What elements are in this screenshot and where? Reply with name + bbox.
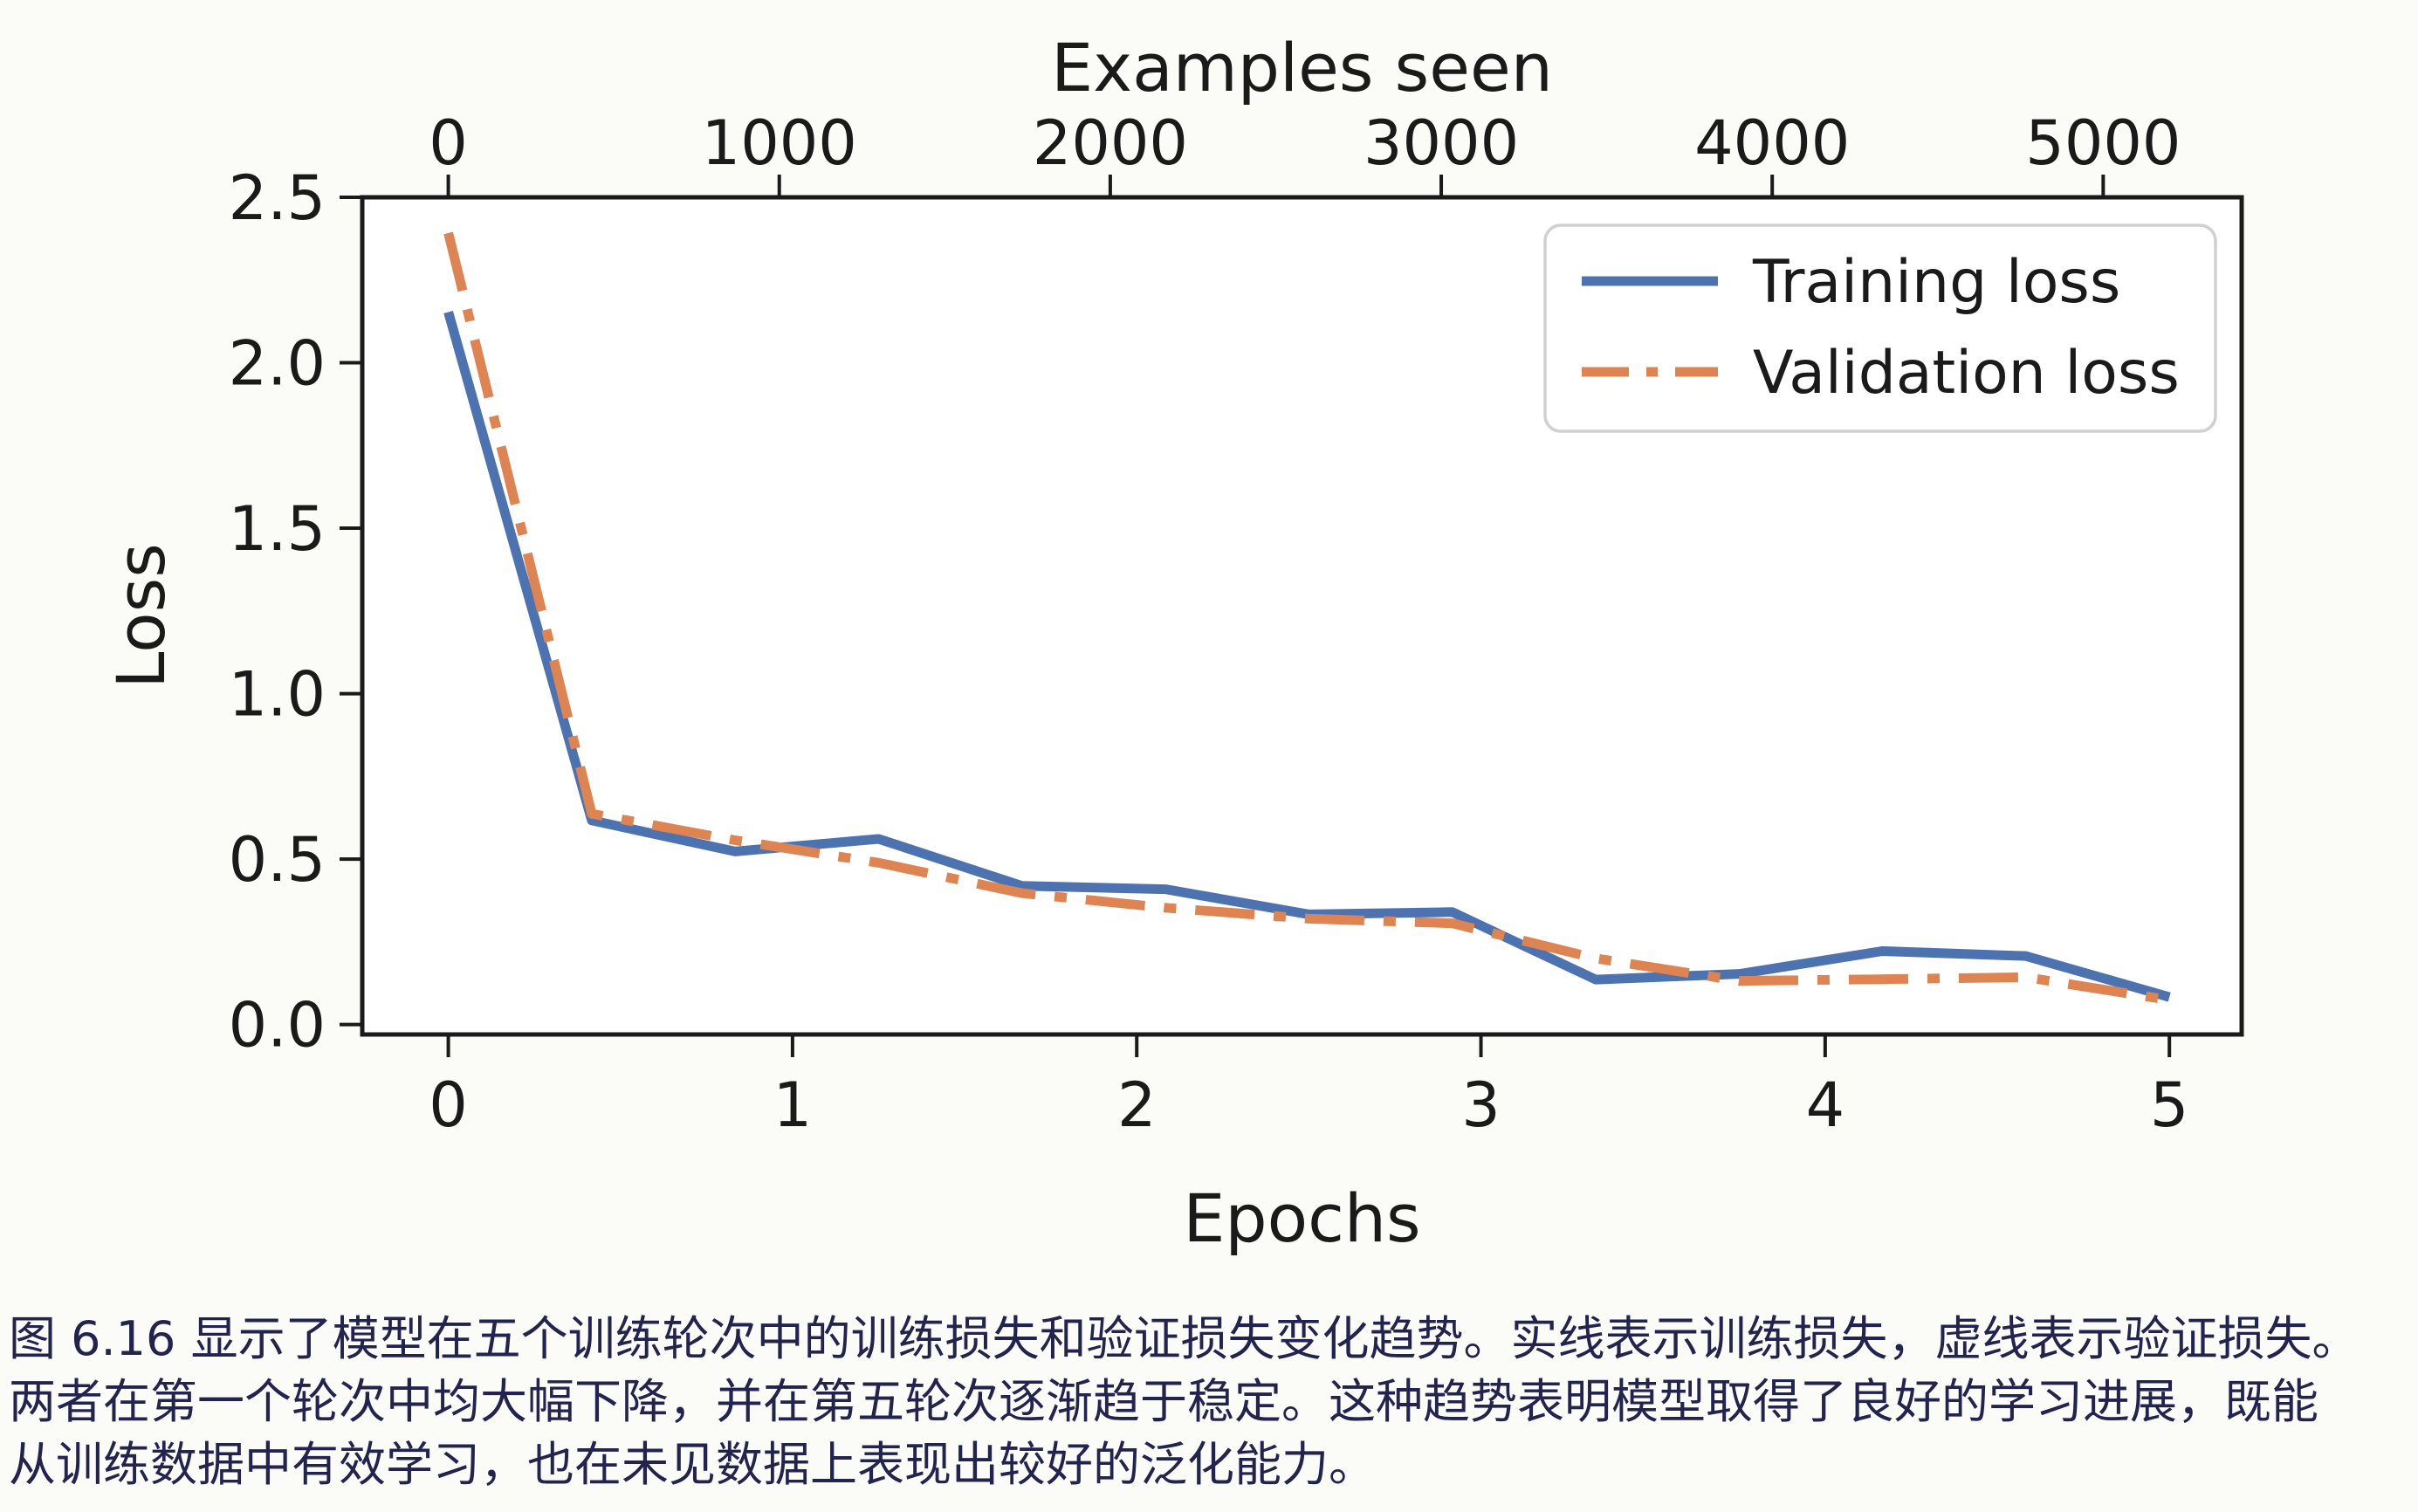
legend: Training loss Validation loss bbox=[1543, 223, 2217, 433]
x-axis: 0 1 2 3 4 5 Epochs bbox=[429, 1034, 2188, 1257]
caption-line-3: 从训练数据中有效学习，也在未见数据上表现出较好的泛化能力。 bbox=[9, 1437, 1376, 1492]
loss-chart: 0 1 2 3 4 5 Epochs 0 1000 2000 3000 4000 5000 Example… bbox=[102, 29, 2244, 1257]
validation-loss-line bbox=[443, 231, 2171, 1006]
loss-figure: 0 1 2 3 4 5 Epochs 0 1000 2000 3000 4000 5000 Example… bbox=[102, 29, 2244, 1257]
x-axis-tick-label: 5 bbox=[2150, 1069, 2189, 1141]
legend-label: Validation loss bbox=[1753, 339, 2180, 408]
top-axis-label: Examples seen bbox=[1051, 29, 1553, 107]
caption-line-1: 图 6.16 显示了模型在五个训练轮次中的训练损失和验证损失变化趋势。实线表示训… bbox=[9, 1311, 2360, 1366]
x-axis-tick-label: 0 bbox=[429, 1069, 468, 1141]
y-axis-tick-label: 1.5 bbox=[229, 493, 326, 565]
top-axis-tick-label: 4000 bbox=[1694, 107, 1850, 179]
y-axis-tick-label: 1.0 bbox=[229, 659, 326, 731]
y-axis-tick-label: 2.5 bbox=[229, 162, 326, 234]
top-axis-tick-label: 3000 bbox=[1364, 107, 1519, 179]
y-axis-tick-label: 0.0 bbox=[229, 990, 326, 1062]
x-axis-tick-label: 3 bbox=[1461, 1069, 1501, 1141]
y-axis-label: Loss bbox=[102, 543, 180, 689]
top-axis: 0 1000 2000 3000 4000 5000 Examples seen bbox=[429, 29, 2181, 197]
top-axis-tick-label: 0 bbox=[429, 107, 468, 179]
y-axis-tick-label: 0.5 bbox=[229, 824, 326, 896]
top-axis-tick-label: 5000 bbox=[2025, 107, 2181, 179]
legend-label: Training loss bbox=[1752, 248, 2120, 317]
y-axis: 0.0 0.5 1.0 1.5 2.0 2.5 Loss bbox=[102, 162, 362, 1062]
top-axis-tick-label: 2000 bbox=[1033, 107, 1188, 179]
x-axis-tick-label: 4 bbox=[1806, 1069, 1845, 1141]
x-axis-tick-label: 1 bbox=[773, 1069, 813, 1141]
plot-border bbox=[360, 195, 2244, 1037]
x-axis-tick-label: 2 bbox=[1117, 1069, 1157, 1141]
figure-caption: 图 6.16 显示了模型在五个训练轮次中的训练损失和验证损失变化趋势。实线表示训… bbox=[9, 1308, 2415, 1496]
caption-line-2: 两者在第一个轮次中均大幅下降，并在第五轮次逐渐趋于稳定。这种趋势表明模型取得了良… bbox=[9, 1374, 2318, 1429]
y-axis-tick-label: 2.0 bbox=[229, 328, 326, 400]
top-axis-tick-label: 1000 bbox=[702, 107, 857, 179]
x-axis-label: Epochs bbox=[1183, 1179, 1420, 1257]
